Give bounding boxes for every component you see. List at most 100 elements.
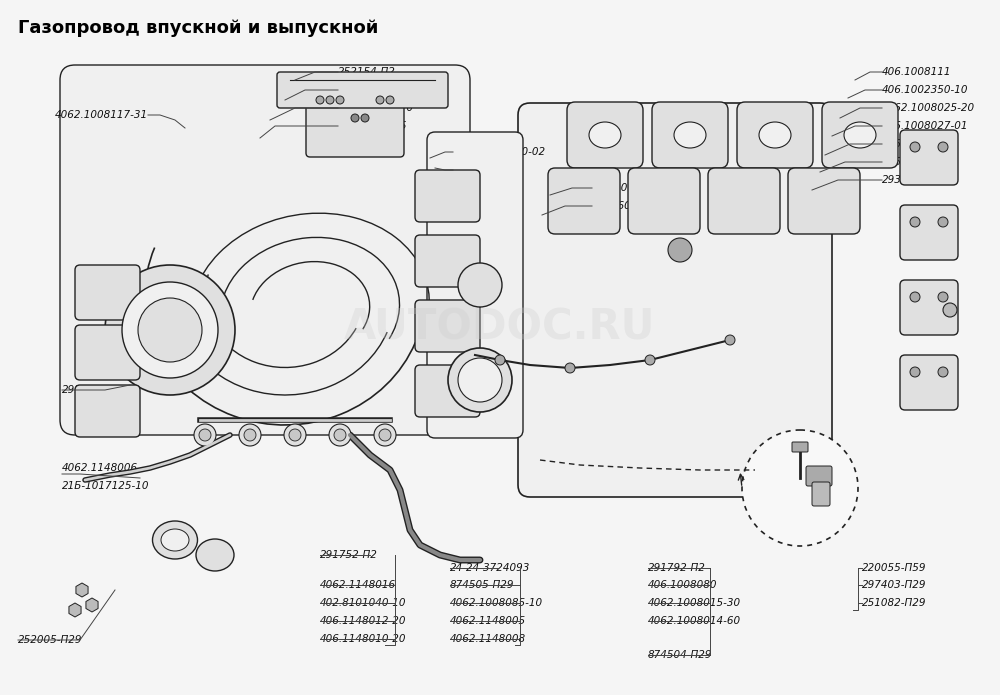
Ellipse shape [759,122,791,148]
Circle shape [376,96,384,104]
FancyBboxPatch shape [415,365,480,417]
Text: 4062.1148006: 4062.1148006 [62,463,138,473]
Circle shape [379,429,391,441]
Circle shape [105,265,235,395]
Ellipse shape [589,122,621,148]
Circle shape [336,96,344,104]
Ellipse shape [844,122,876,148]
Circle shape [938,292,948,302]
Ellipse shape [674,122,706,148]
FancyBboxPatch shape [812,482,830,506]
Circle shape [910,292,920,302]
Text: 406.1008110: 406.1008110 [882,139,952,149]
Circle shape [194,424,216,446]
Text: 406.1148012-20: 406.1148012-20 [320,616,406,626]
Text: 406.1008102: 406.1008102 [882,157,952,167]
Text: 252005-П29: 252005-П29 [453,165,518,175]
Circle shape [938,142,948,152]
FancyBboxPatch shape [415,300,480,352]
FancyBboxPatch shape [306,84,404,157]
Ellipse shape [196,539,234,571]
Circle shape [645,355,655,365]
Ellipse shape [161,529,189,551]
Circle shape [244,429,256,441]
FancyBboxPatch shape [806,466,832,486]
FancyBboxPatch shape [548,168,620,234]
Circle shape [386,96,394,104]
Circle shape [938,217,948,227]
Text: 252154-П2: 252154-П2 [338,67,396,77]
Text: 291750-П2: 291750-П2 [62,385,120,395]
Circle shape [329,424,351,446]
FancyBboxPatch shape [737,102,813,168]
Ellipse shape [152,521,198,559]
Text: 4062.1008085-10: 4062.1008085-10 [450,598,543,608]
Text: 4062.1008117-31: 4062.1008117-31 [55,110,148,120]
Text: 220055-П59: 220055-П59 [862,563,926,573]
FancyBboxPatch shape [518,103,832,497]
FancyBboxPatch shape [900,205,958,260]
Circle shape [565,363,575,373]
Text: 4062.1148008: 4062.1148008 [450,634,526,644]
Text: 291792-П2: 291792-П2 [648,563,706,573]
Text: 4062.1008025-20: 4062.1008025-20 [882,103,975,113]
FancyBboxPatch shape [900,280,958,335]
Text: 4062.1008015-30: 4062.1008015-30 [648,598,741,608]
FancyBboxPatch shape [708,168,780,234]
Circle shape [910,217,920,227]
Circle shape [122,282,218,378]
FancyBboxPatch shape [567,102,643,168]
Circle shape [289,429,301,441]
Text: 406.1002350-10: 406.1002350-10 [882,85,968,95]
Text: 4062.1148070: 4062.1148070 [338,103,414,113]
FancyBboxPatch shape [900,130,958,185]
FancyBboxPatch shape [75,325,140,380]
Text: 406.1008111: 406.1008111 [882,67,952,77]
Circle shape [910,142,920,152]
Circle shape [495,355,505,365]
FancyBboxPatch shape [900,355,958,410]
Circle shape [138,298,202,362]
Circle shape [458,358,502,402]
FancyBboxPatch shape [822,102,898,168]
FancyBboxPatch shape [415,235,480,287]
Text: 874504-П29: 874504-П29 [648,650,712,660]
FancyBboxPatch shape [427,132,523,438]
Text: 874505-П29: 874505-П29 [450,580,514,590]
Text: 406.1008080: 406.1008080 [648,580,718,590]
Text: AUTODOC.RU: AUTODOC.RU [344,306,656,348]
Text: 4062.1008014-60: 4062.1008014-60 [648,616,741,626]
FancyBboxPatch shape [652,102,728,168]
FancyBboxPatch shape [75,385,140,437]
Circle shape [316,96,324,104]
Circle shape [239,424,261,446]
Text: 291752-П2: 291752-П2 [320,550,378,560]
Circle shape [668,238,692,262]
Text: 4062.1148005: 4062.1148005 [450,616,526,626]
FancyBboxPatch shape [277,72,448,108]
Text: 402.8101040-10: 402.8101040-10 [320,598,406,608]
Circle shape [725,335,735,345]
Text: 201418-П29: 201418-П29 [338,85,402,95]
FancyBboxPatch shape [60,65,470,435]
FancyBboxPatch shape [628,168,700,234]
Text: 24-24-3724093: 24-24-3724093 [450,563,530,573]
Circle shape [448,348,512,412]
Text: 201460-П29: 201460-П29 [592,201,656,211]
Circle shape [742,430,858,546]
FancyBboxPatch shape [415,170,480,222]
Text: 4062.1148100-02: 4062.1148100-02 [453,147,546,157]
FancyBboxPatch shape [75,265,140,320]
Text: 297403-П29: 297403-П29 [862,580,926,590]
Circle shape [361,114,369,122]
Text: 252005-П29: 252005-П29 [18,635,82,645]
Circle shape [334,429,346,441]
Text: 406.1014211: 406.1014211 [592,183,662,193]
Circle shape [199,429,211,441]
Circle shape [943,303,957,317]
Text: 406.1148010-20: 406.1148010-20 [320,634,406,644]
Text: Газопровод впускной и выпускной: Газопровод впускной и выпускной [18,19,378,37]
Text: 21Б-1017125-10: 21Б-1017125-10 [62,481,150,491]
Circle shape [458,263,502,307]
Circle shape [284,424,306,446]
